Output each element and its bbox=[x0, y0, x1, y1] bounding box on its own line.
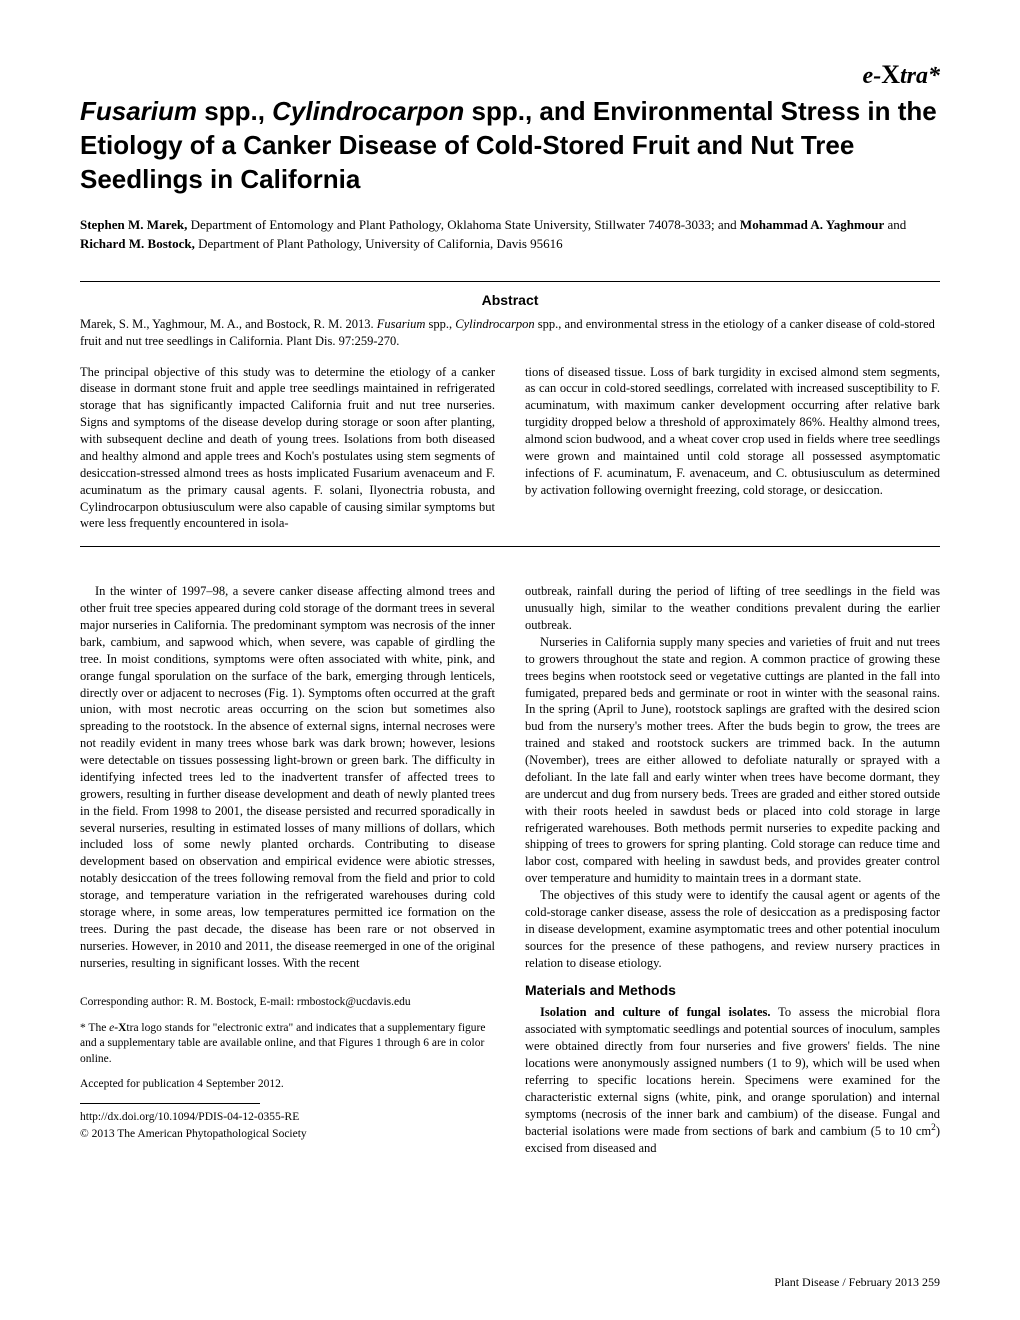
page-footer: Plant Disease / February 2013 259 bbox=[774, 1275, 940, 1290]
citation-italic-2: Cylindrocarpon bbox=[455, 317, 534, 331]
doi: http://dx.doi.org/10.1094/PDIS-04-12-035… bbox=[80, 1110, 495, 1126]
body-right-p3: The objectives of this study were to ide… bbox=[525, 887, 940, 971]
author-2: Mohammad A. Yaghmour bbox=[740, 217, 884, 232]
body-right-column: outbreak, rainfall during the period of … bbox=[525, 583, 940, 1157]
article-title: Fusarium spp., Cylindrocarpon spp., and … bbox=[80, 95, 940, 196]
body-columns: In the winter of 1997–98, a severe canke… bbox=[80, 583, 940, 1157]
footnote-pre: * The bbox=[80, 1022, 109, 1034]
methods-body: To assess the microbial flora associated… bbox=[525, 1005, 940, 1138]
methods-paragraph: Isolation and culture of fungal isolates… bbox=[525, 1004, 940, 1157]
abstract-left: The principal objective of this study wa… bbox=[80, 364, 495, 533]
citation-italic-1: Fusarium bbox=[377, 317, 426, 331]
body-right-p1: outbreak, rainfall during the period of … bbox=[525, 583, 940, 634]
body-left-column: In the winter of 1997–98, a severe canke… bbox=[80, 583, 495, 1157]
rule-top bbox=[80, 281, 940, 282]
accepted-date: Accepted for publication 4 September 201… bbox=[80, 1077, 495, 1093]
citation-mid: spp., bbox=[425, 317, 455, 331]
body-left-p1: In the winter of 1997–98, a severe canke… bbox=[80, 583, 495, 971]
affiliation-1: Department of Entomology and Plant Patho… bbox=[187, 217, 740, 232]
title-italic-1: Fusarium bbox=[80, 96, 197, 126]
footer-block: Corresponding author: R. M. Bostock, E-m… bbox=[80, 995, 495, 1143]
extra-logo: e-Xtra* bbox=[863, 60, 940, 90]
abstract-right: tions of diseased tissue. Loss of bark t… bbox=[525, 364, 940, 533]
citation-pre: Marek, S. M., Yaghmour, M. A., and Bosto… bbox=[80, 317, 377, 331]
methods-heading: Materials and Methods bbox=[525, 981, 940, 1000]
abstract-heading: Abstract bbox=[80, 292, 940, 308]
title-text-1: spp., bbox=[197, 96, 272, 126]
corresponding-author: Corresponding author: R. M. Bostock, E-m… bbox=[80, 995, 495, 1011]
footnote-post: tra logo stands for "electronic extra" a… bbox=[80, 1022, 485, 1065]
abstract-columns: The principal objective of this study wa… bbox=[80, 364, 940, 533]
rule-bottom bbox=[80, 546, 940, 547]
title-italic-2: Cylindrocarpon bbox=[272, 96, 464, 126]
author-3: Richard M. Bostock, bbox=[80, 236, 195, 251]
body-right-p2: Nurseries in California supply many spec… bbox=[525, 634, 940, 887]
extra-footnote: * The e-Xtra logo stands for "electronic… bbox=[80, 1021, 495, 1068]
authors-block: Stephen M. Marek, Department of Entomolo… bbox=[80, 216, 940, 252]
short-rule bbox=[80, 1103, 260, 1104]
footnote-x: -X bbox=[114, 1022, 126, 1034]
author-and: and bbox=[884, 217, 906, 232]
methods-runin: Isolation and culture of fungal isolates… bbox=[540, 1005, 771, 1019]
author-1: Stephen M. Marek, bbox=[80, 217, 187, 232]
citation: Marek, S. M., Yaghmour, M. A., and Bosto… bbox=[80, 316, 940, 350]
affiliation-2: Department of Plant Pathology, Universit… bbox=[195, 236, 563, 251]
copyright: © 2013 The American Phytopathological So… bbox=[80, 1127, 495, 1143]
